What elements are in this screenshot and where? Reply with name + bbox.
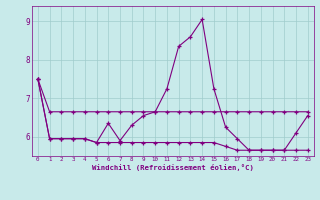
X-axis label: Windchill (Refroidissement éolien,°C): Windchill (Refroidissement éolien,°C) [92, 164, 254, 171]
